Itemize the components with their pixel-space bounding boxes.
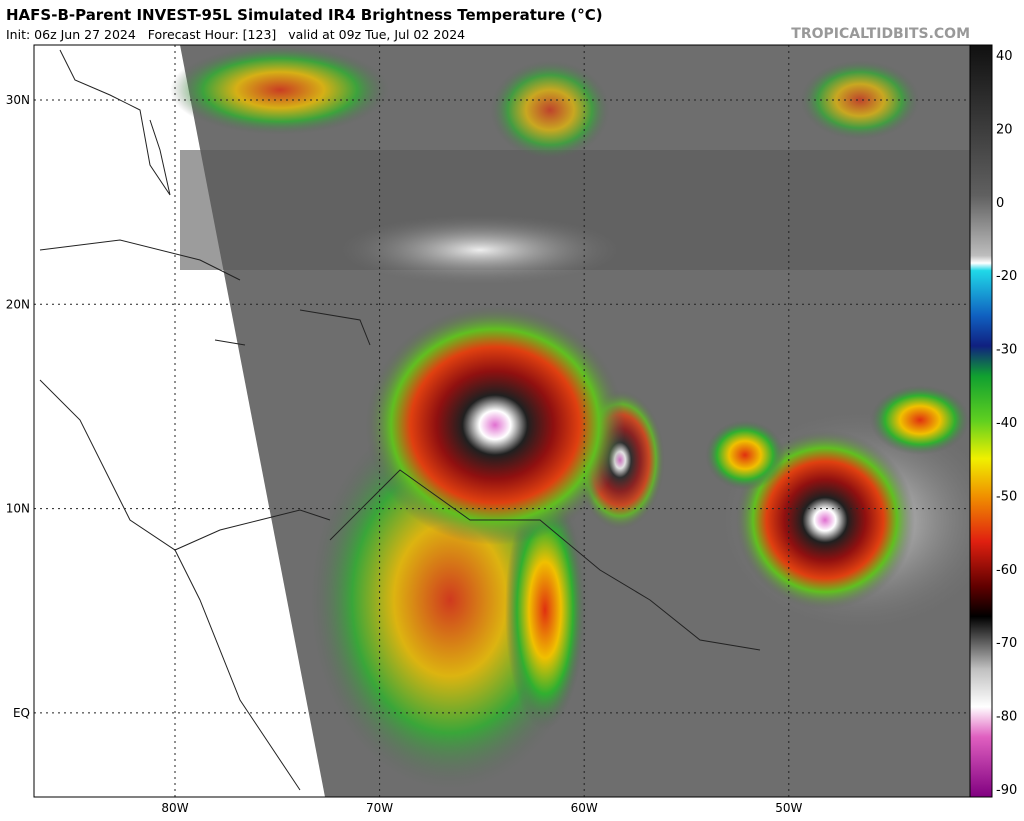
lon-label: 50W [775, 801, 802, 815]
subtitle: Init: 06z Jun 27 2024 Forecast Hour: [12… [6, 27, 465, 42]
colorbar-label: 0 [996, 196, 1004, 211]
lat-label: 10N [6, 502, 30, 516]
lat-label: 30N [6, 93, 30, 107]
colorbar-label: -80 [996, 710, 1017, 725]
coastline [39, 49, 761, 791]
colorbar-label: -20 [996, 269, 1017, 284]
no-data [34, 45, 325, 797]
colorbar-label: 20 [996, 122, 1013, 137]
cloud [340, 215, 620, 285]
convection [505, 490, 585, 730]
storm [735, 430, 915, 610]
colorbar-label: -50 [996, 489, 1017, 504]
watermark: TROPICALTIDBITS.COM [791, 26, 970, 42]
colorbar-label: -40 [996, 416, 1017, 431]
map [33, 44, 1000, 798]
lon-label: 80W [161, 801, 188, 815]
lat-label: EQ [13, 706, 30, 720]
convection [800, 60, 920, 140]
convection [705, 420, 785, 490]
lon-label: 70W [366, 801, 393, 815]
convection [870, 385, 970, 455]
convection [490, 60, 610, 160]
colorbar-label: -70 [996, 636, 1017, 651]
title: HAFS-B-Parent INVEST-95L Simulated IR4 B… [6, 6, 603, 24]
colorbar [969, 44, 993, 798]
lat-label: 20N [6, 297, 30, 311]
hurricane [365, 305, 625, 545]
convection [170, 45, 390, 135]
lon-label: 60W [571, 801, 598, 815]
colorbar-label: -30 [996, 343, 1017, 358]
colorbar-label: -90 [996, 783, 1017, 798]
colorbar-label: 40 [996, 49, 1013, 64]
colorbar-label: -60 [996, 563, 1017, 578]
